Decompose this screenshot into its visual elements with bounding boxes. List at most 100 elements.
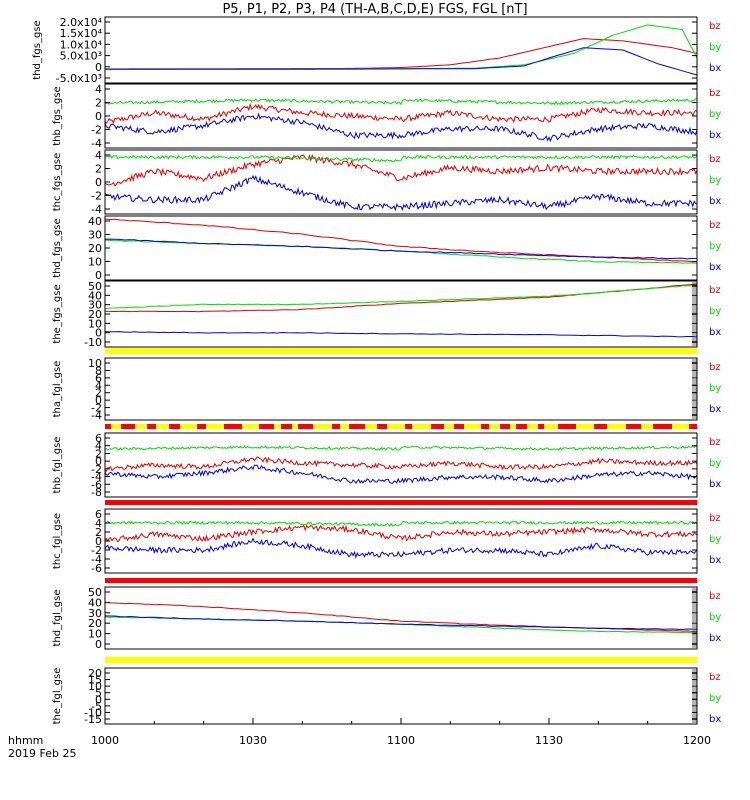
y-tick-label: 30	[88, 299, 102, 312]
series-bx-line-panel-3	[104, 174, 698, 212]
panel-frame-9	[104, 586, 698, 650]
legend-bx: bx	[709, 196, 721, 207]
legend-bz: bz	[709, 362, 721, 373]
legend-bx: bx	[709, 479, 721, 490]
series-bx-line-panel-7	[104, 464, 698, 484]
y-tick-label: -5	[91, 700, 102, 713]
series-by-line-panel-7	[104, 445, 698, 451]
series-bz-line-panel-2	[104, 102, 698, 125]
y-tick-label: 10	[88, 317, 102, 330]
status-bar-segment	[558, 424, 576, 429]
y-tick-label: 4	[95, 517, 102, 530]
status-bar-segment	[412, 424, 431, 429]
panel-frame-10	[104, 667, 698, 725]
series-bz-line-panel-9	[104, 601, 698, 632]
y-tick-label: -2	[91, 463, 102, 476]
status-bar-segment	[169, 424, 180, 429]
y-tick-label: 4	[95, 440, 102, 453]
status-bar-segment	[641, 424, 653, 429]
y-tick-label: 2	[95, 387, 102, 400]
chart-title: P5, P1, P2, P3, P4 (TH-A,B,C,D,E) FGS, F…	[222, 2, 528, 17]
legend-bx: bx	[709, 262, 721, 273]
y-tick-label: 2	[95, 447, 102, 460]
status-bar-segment	[431, 424, 444, 429]
status-bar-segment	[544, 424, 558, 429]
status-bar-segment	[489, 424, 500, 429]
status-bar-segment	[607, 424, 626, 429]
y-axis-label: tha_fgl_gse	[52, 361, 63, 418]
legend-bz: bz	[709, 672, 721, 683]
status-bar-segment	[626, 424, 641, 429]
status-bar-segment	[653, 424, 672, 429]
y-tick-label: 10	[88, 680, 102, 693]
y-tick-label: 20	[88, 617, 102, 630]
y-tick-label: 0	[95, 327, 102, 340]
legend-bz: bz	[709, 437, 721, 448]
y-tick-label: -2	[91, 124, 102, 137]
y-tick-label: -4	[91, 409, 102, 422]
y-tick-label: 50	[88, 586, 102, 599]
y-tick-label: 6	[95, 508, 102, 521]
series-bz-line-panel-4	[104, 218, 698, 263]
legend-bz: bz	[709, 154, 721, 165]
y-tick-label: 0	[95, 269, 102, 282]
status-bar-segment	[259, 424, 274, 429]
y-tick-label: -6	[91, 478, 102, 491]
legend-by: by	[709, 383, 721, 394]
legend-bz: bz	[709, 21, 721, 32]
y-axis-label: thb_fgs_gse	[52, 86, 63, 145]
legend-bx: bx	[709, 714, 721, 725]
series-bz-line-panel-1	[105, 38, 698, 70]
legend-by: by	[709, 306, 721, 317]
panel-frame-6	[104, 357, 698, 421]
y-tick-label: 30	[88, 229, 102, 242]
y-tick-label: 2	[95, 97, 102, 110]
y-tick-label: -10	[84, 706, 102, 719]
status-bar-segment	[672, 424, 689, 429]
status-bar-segment	[340, 424, 349, 429]
legend-by: by	[709, 693, 721, 704]
status-bar-segment	[349, 424, 365, 429]
legend-bx: bx	[709, 404, 721, 415]
status-bar-yellow	[105, 348, 697, 354]
series-by-line-panel-9	[104, 616, 698, 634]
status-bar-segment	[377, 424, 387, 429]
status-bar-segment	[298, 424, 313, 429]
y-tick-label: -4	[91, 553, 102, 566]
panel-frame-4	[104, 215, 698, 281]
legend-bz: bz	[709, 591, 721, 602]
y-tick-label: 50	[88, 280, 102, 293]
status-bar-segment	[387, 424, 405, 429]
y-tick-label: 0	[95, 394, 102, 407]
y-tick-label: -2	[91, 544, 102, 557]
series-bz-line-panel-8	[104, 524, 698, 543]
series-by-line-panel-5	[104, 284, 698, 310]
y-axis-label: thd_fgs_gse	[52, 218, 63, 277]
status-bar-segment	[197, 424, 206, 429]
x-tick-label: 1030	[239, 734, 267, 747]
y-axis-label: the_fgl_gse	[52, 668, 63, 725]
legend-bx: bx	[709, 327, 721, 338]
status-bar-segment	[206, 424, 224, 429]
y-tick-label: 5.0x10³	[60, 50, 102, 63]
series-bx-line-panel-2	[104, 112, 698, 143]
legend-bz: bz	[709, 220, 721, 231]
status-bar-segment	[500, 424, 510, 429]
legend-by: by	[709, 612, 721, 623]
footer-date: 2019 Feb 25	[8, 747, 76, 760]
panel-frame-1	[104, 16, 698, 84]
series-bx-line-panel-1	[105, 47, 698, 76]
x-tick-label: 1130	[535, 734, 563, 747]
status-bar-segment	[510, 424, 516, 429]
y-axis-label: thc_fgl_gse	[52, 513, 63, 569]
legend-by: by	[709, 241, 721, 252]
y-tick-label: 40	[88, 596, 102, 609]
status-bar-segment	[147, 424, 156, 429]
status-bar-segment	[464, 424, 481, 429]
status-bar-segment	[242, 424, 259, 429]
panel-frame-7	[104, 432, 698, 498]
y-tick-label: 10	[88, 357, 102, 370]
panel-frame-8	[104, 508, 698, 574]
y-tick-label: 0	[95, 638, 102, 651]
